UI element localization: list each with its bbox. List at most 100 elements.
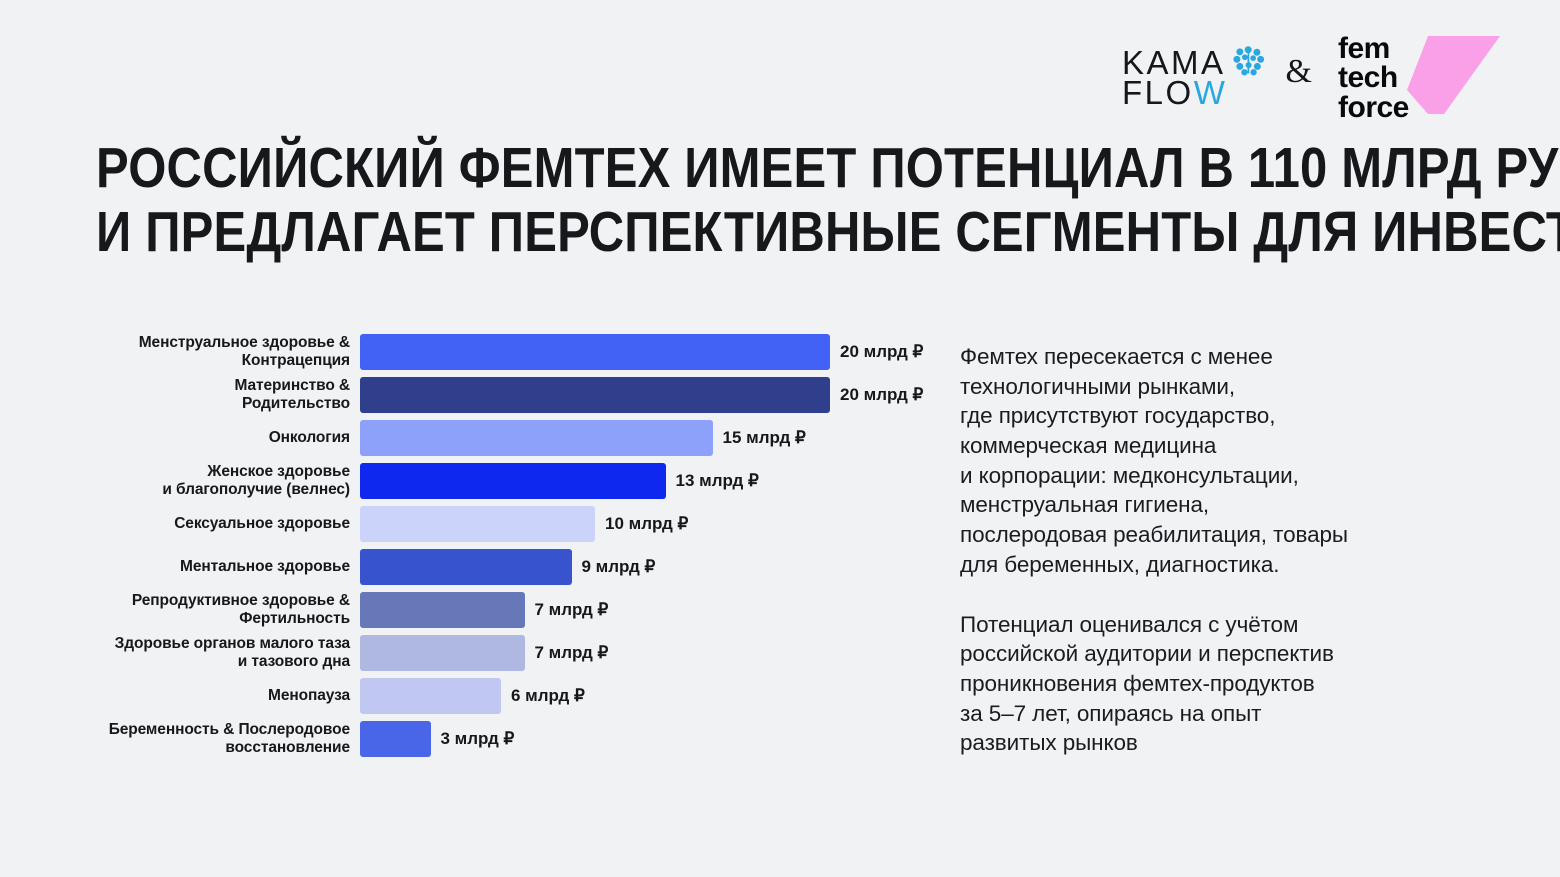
headline-line-1: РОССИЙСКИЙ ФЕМТЕХ ИМЕЕТ ПОТЕНЦИАЛ В 110 … <box>96 136 1560 200</box>
bar-category-label: Здоровье органов малого таза и тазового д… <box>96 635 360 672</box>
side-text-line: послеродовая реабилитация, товары <box>960 522 1348 548</box>
bar-value-label: 20 млрд ₽ <box>840 342 924 361</box>
bar-track: 7 млрд ₽ <box>360 635 936 671</box>
bar-track: 20 млрд ₽ <box>360 334 936 370</box>
kamaflow-wordmark-line1: KAMA <box>1122 43 1226 81</box>
side-text-line: коммерческая медицина <box>960 433 1217 459</box>
bar-category-label: Репродуктивное здоровье & Фертильность <box>96 592 360 629</box>
bar-row: Женское здоровье и благополучие (велнес) 1… <box>96 463 936 499</box>
bar <box>360 506 595 542</box>
brain-icon <box>1232 46 1264 76</box>
headline-line-2: И ПРЕДЛАГАЕТ ПЕРСПЕКТИВНЫЕ СЕГМЕНТЫ ДЛЯ … <box>96 199 1560 264</box>
bar-label-line: Менопауза <box>268 686 350 704</box>
bar <box>360 635 525 671</box>
bar-category-label: Женское здоровье и благополучие (велнес) <box>96 463 360 500</box>
femtechforce-wordmark: fem tech force <box>1338 32 1409 124</box>
bar-track: 15 млрд ₽ <box>360 420 936 456</box>
side-text-line: и корпорации: медконсультации, <box>960 462 1299 488</box>
bar-label-line: Здоровье органов малого таза <box>114 634 350 652</box>
bar-row: Беременность & Послеродовое восстановлени… <box>96 721 936 757</box>
femtechforce-line-2: tech <box>1338 61 1398 95</box>
bar-track: 7 млрд ₽ <box>360 592 936 628</box>
femtech-segments-bar-chart: Менструальное здоровье & Контрацепция 20 м… <box>96 334 936 764</box>
bar-category-label: Ментальное здоровье <box>96 558 360 576</box>
bar-value-label: 15 млрд ₽ <box>722 428 806 447</box>
bar-label-line: восстановление <box>225 739 350 756</box>
bar-category-label: Материнство & Родительство <box>96 377 360 414</box>
bar-value-label: 20 млрд ₽ <box>840 385 924 404</box>
ampersand-separator: & <box>1285 53 1312 90</box>
side-paragraph-2: Потенциал оценивался с учётом российской … <box>960 610 1465 758</box>
bar <box>360 678 501 714</box>
bar-track: 10 млрд ₽ <box>360 506 936 542</box>
bar <box>360 377 830 413</box>
femtechforce-line-1: fem <box>1338 32 1390 65</box>
bar-category-label: Сексуальное здоровье <box>96 515 360 533</box>
bar-category-label: Менструальное здоровье & Контрацепция <box>96 334 360 371</box>
bar <box>360 592 525 628</box>
bar-row: Менопауза 6 млрд ₽ <box>96 678 936 714</box>
bar-track: 9 млрд ₽ <box>360 549 936 585</box>
femtechforce-line-3: force <box>1338 90 1409 124</box>
bar-label-line: Сексуальное здоровье <box>174 514 350 532</box>
bar-label-line: Онкология <box>268 428 350 446</box>
bar-label-line: и благополучие (велнес) <box>162 481 350 498</box>
side-commentary: Фемтех пересекается с менее технологичным… <box>960 342 1465 758</box>
side-text-line: для беременных, диагностика. <box>960 551 1280 577</box>
bar-label-line: Фертильность <box>239 610 350 627</box>
side-text-line: менструальная гигиена, <box>960 492 1210 518</box>
kamaflow-logo-row-1: KAMA <box>1122 43 1266 81</box>
bar <box>360 420 713 456</box>
bar <box>360 721 431 757</box>
kamaflow-logo: KAMA <box>1122 43 1266 112</box>
side-paragraph-1: Фемтех пересекается с менее технологичным… <box>960 342 1465 580</box>
bar-value-label: 9 млрд ₽ <box>581 557 656 576</box>
side-text-line: Потенциал оценивался с учётом <box>960 611 1299 637</box>
femtechforce-mark-icon <box>1407 36 1500 114</box>
bar-category-label: Беременность & Послеродовое восстановлени… <box>96 721 360 758</box>
bar-value-label: 13 млрд ₽ <box>675 471 759 490</box>
kamaflow-logo-row-2: FLO W <box>1122 74 1225 112</box>
bar-label-line: Контрацепция <box>241 352 350 369</box>
bar <box>360 334 830 370</box>
side-text-line: где присутствуют государство, <box>960 403 1276 429</box>
bar-value-label: 10 млрд ₽ <box>605 514 689 533</box>
bar-row: Материнство & Родительство 20 млрд ₽ <box>96 377 936 413</box>
bar-track: 3 млрд ₽ <box>360 721 936 757</box>
bar-row: Репродуктивное здоровье & Фертильность 7 м… <box>96 592 936 628</box>
side-text-line: технологичными рынками, <box>960 373 1235 399</box>
bar-label-line: Репродуктивное здоровье & <box>131 591 350 609</box>
bar-track: 6 млрд ₽ <box>360 678 936 714</box>
bar-value-label: 6 млрд ₽ <box>511 686 585 705</box>
bar <box>360 549 572 585</box>
kamaflow-wordmark-accent: W <box>1193 74 1225 112</box>
bar-value-label: 7 млрд ₽ <box>534 643 609 662</box>
bar-row: Ментальное здоровье 9 млрд ₽ <box>96 549 936 585</box>
femtechforce-logo: fem tech force <box>1332 28 1508 126</box>
bar-track: 20 млрд ₽ <box>360 377 936 413</box>
side-text-line: российской аудитории и перспектив <box>960 641 1334 667</box>
bar <box>360 463 666 499</box>
bar-label-line: Женское здоровье <box>207 462 350 480</box>
bar-label-line: Материнство & <box>234 376 351 394</box>
logo-bar: KAMA <box>1122 28 1508 126</box>
side-text-line: за 5–7 лет, опираясь на опыт <box>960 700 1262 726</box>
bar-label-line: Менструальное здоровье & <box>138 333 350 351</box>
kamaflow-wordmark-line2: FLO <box>1122 74 1194 112</box>
bar-value-label: 3 млрд ₽ <box>440 729 515 748</box>
bar-label-line: и тазового дна <box>237 653 350 670</box>
bar-row: Менструальное здоровье & Контрацепция 20 м… <box>96 334 936 370</box>
page-title: РОССИЙСКИЙ ФЕМТЕХ ИМЕЕТ ПОТЕНЦИАЛ В 110 … <box>96 136 1560 265</box>
bar-category-label: Менопауза <box>96 687 360 705</box>
side-text-line: проникновения фемтех-продуктов <box>960 670 1315 696</box>
side-text-line: Фемтех пересекается с менее <box>960 344 1273 369</box>
bar-value-label: 7 млрд ₽ <box>534 600 609 619</box>
bar-label-line: Родительство <box>242 395 350 412</box>
bar-track: 13 млрд ₽ <box>360 463 936 499</box>
side-text-line: развитых рынков <box>960 730 1138 756</box>
bar-row: Здоровье органов малого таза и тазового д… <box>96 635 936 671</box>
bar-row: Онкология 15 млрд ₽ <box>96 420 936 456</box>
bar-label-line: Беременность & Послеродовое <box>108 720 350 738</box>
bar-category-label: Онкология <box>96 429 360 447</box>
